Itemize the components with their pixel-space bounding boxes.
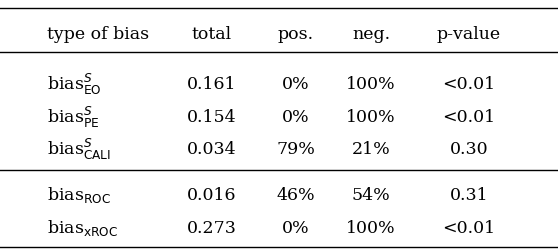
Text: <0.01: <0.01 (442, 219, 496, 237)
Text: 0.016: 0.016 (187, 187, 237, 204)
Text: 0.161: 0.161 (187, 76, 237, 93)
Text: 100%: 100% (347, 109, 396, 126)
Text: 100%: 100% (347, 76, 396, 93)
Text: 0%: 0% (282, 219, 310, 237)
Text: bias$_{\mathrm{EO}}^{S}$: bias$_{\mathrm{EO}}^{S}$ (47, 72, 102, 97)
Text: 21%: 21% (352, 141, 391, 159)
Text: 0.273: 0.273 (187, 219, 237, 237)
Text: bias$_{\mathrm{ROC}}$: bias$_{\mathrm{ROC}}$ (47, 185, 112, 205)
Text: 100%: 100% (347, 219, 396, 237)
Text: 54%: 54% (352, 187, 391, 204)
Text: 0.154: 0.154 (187, 109, 237, 126)
Text: 46%: 46% (276, 187, 315, 204)
Text: bias$_{\mathrm{xROC}}$: bias$_{\mathrm{xROC}}$ (47, 218, 118, 238)
Text: 0%: 0% (282, 76, 310, 93)
Text: type of bias: type of bias (47, 25, 150, 43)
Text: 0.31: 0.31 (449, 187, 488, 204)
Text: 0%: 0% (282, 109, 310, 126)
Text: p-value: p-value (437, 25, 501, 43)
Text: bias$_{\mathrm{CALI}}^{S}$: bias$_{\mathrm{CALI}}^{S}$ (47, 137, 112, 163)
Text: neg.: neg. (352, 25, 390, 43)
Text: <0.01: <0.01 (442, 109, 496, 126)
Text: <0.01: <0.01 (442, 76, 496, 93)
Text: 79%: 79% (276, 141, 315, 159)
Text: bias$_{\mathrm{PE}}^{S}$: bias$_{\mathrm{PE}}^{S}$ (47, 105, 100, 130)
Text: pos.: pos. (278, 25, 314, 43)
Text: 0.30: 0.30 (449, 141, 488, 159)
Text: 0.034: 0.034 (187, 141, 237, 159)
Text: total: total (192, 25, 232, 43)
